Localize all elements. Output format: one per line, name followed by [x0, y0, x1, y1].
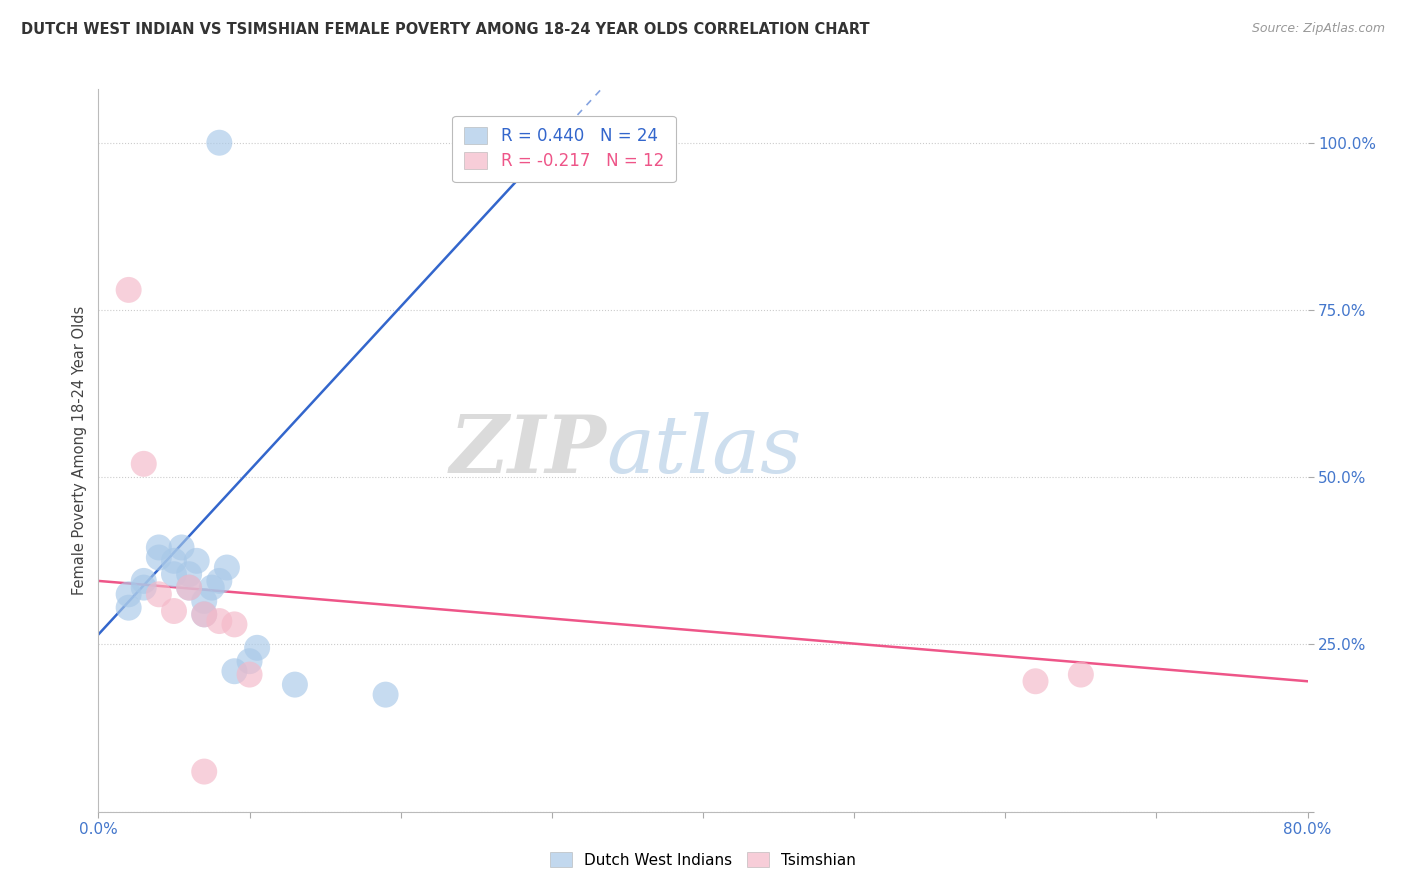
Point — [239, 667, 262, 681]
Point — [118, 283, 141, 297]
Point — [201, 581, 224, 595]
Point — [163, 604, 186, 618]
Point — [374, 688, 396, 702]
Point — [239, 654, 262, 668]
Point — [540, 136, 562, 150]
Point — [132, 581, 155, 595]
Point — [186, 554, 208, 568]
Point — [170, 541, 193, 555]
Point — [215, 560, 238, 574]
Point — [148, 550, 170, 565]
Point — [246, 640, 269, 655]
Point — [193, 764, 215, 779]
Point — [148, 541, 170, 555]
Point — [148, 587, 170, 601]
Text: Source: ZipAtlas.com: Source: ZipAtlas.com — [1251, 22, 1385, 36]
Point — [179, 567, 201, 582]
Point — [1024, 674, 1046, 689]
Point — [1070, 667, 1092, 681]
Text: DUTCH WEST INDIAN VS TSIMSHIAN FEMALE POVERTY AMONG 18-24 YEAR OLDS CORRELATION : DUTCH WEST INDIAN VS TSIMSHIAN FEMALE PO… — [21, 22, 870, 37]
Point — [208, 574, 231, 588]
Point — [179, 581, 201, 595]
Text: ZIP: ZIP — [450, 412, 606, 489]
Legend: Dutch West Indians, Tsimshian: Dutch West Indians, Tsimshian — [543, 844, 863, 875]
Point — [179, 581, 201, 595]
Text: atlas: atlas — [606, 412, 801, 489]
Point — [193, 607, 215, 622]
Point — [193, 594, 215, 608]
Point — [118, 587, 141, 601]
Point — [193, 607, 215, 622]
Point — [208, 136, 231, 150]
Point — [163, 567, 186, 582]
Point — [163, 554, 186, 568]
Y-axis label: Female Poverty Among 18-24 Year Olds: Female Poverty Among 18-24 Year Olds — [72, 306, 87, 595]
Point — [132, 457, 155, 471]
Point — [208, 614, 231, 628]
Point — [132, 574, 155, 588]
Point — [224, 664, 246, 679]
Legend: R = 0.440   N = 24, R = -0.217   N = 12: R = 0.440 N = 24, R = -0.217 N = 12 — [453, 116, 675, 182]
Point — [284, 678, 307, 692]
Point — [224, 617, 246, 632]
Point — [118, 600, 141, 615]
